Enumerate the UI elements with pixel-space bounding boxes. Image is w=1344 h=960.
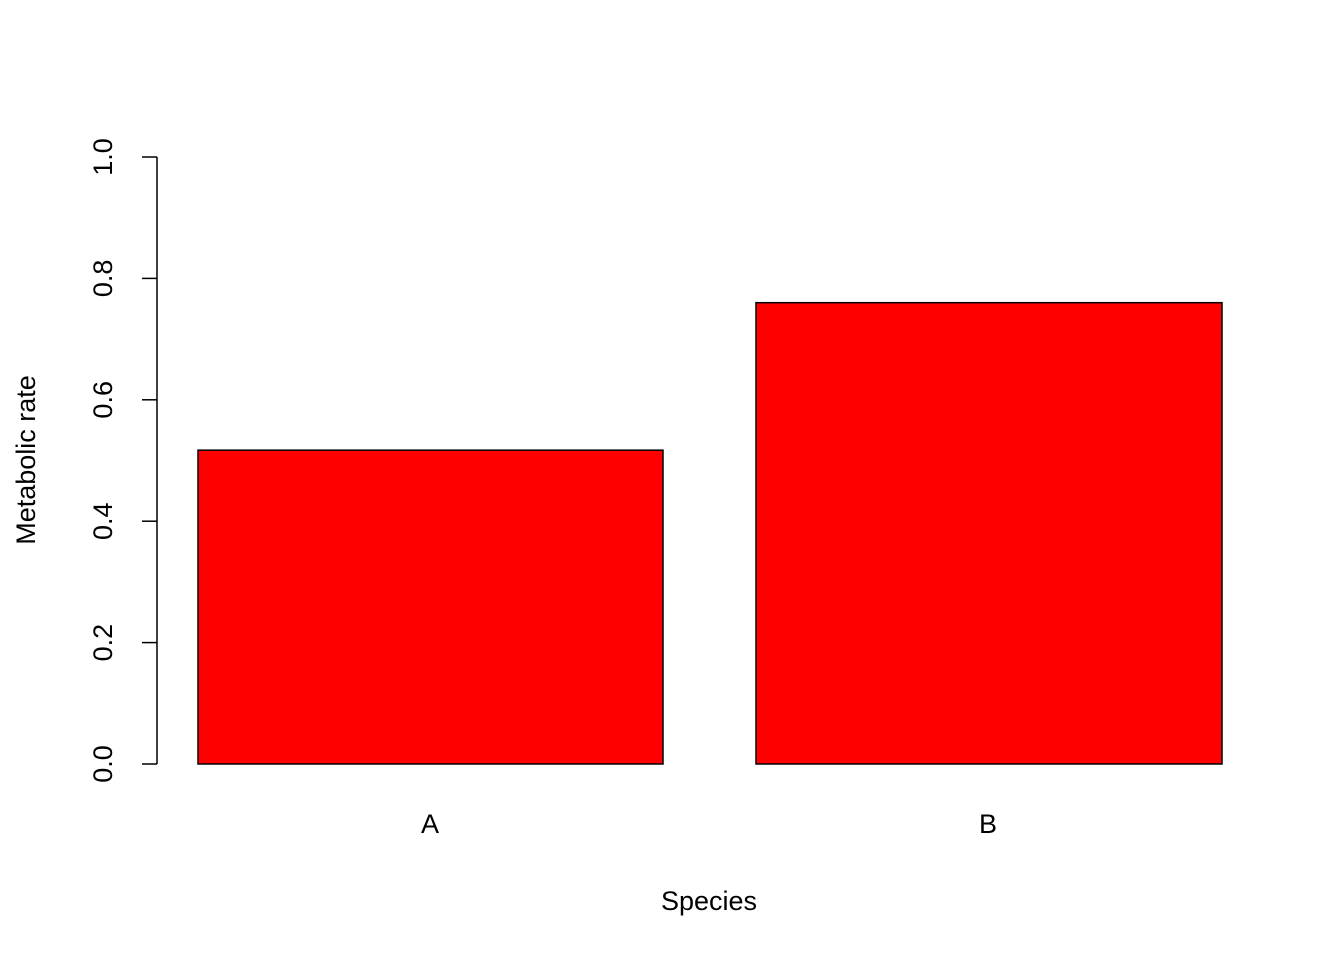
y-tick-label: 0.0 — [88, 745, 118, 783]
bars-group — [197, 301, 1223, 765]
x-axis-title: Species — [661, 886, 757, 916]
y-tick-label: 0.2 — [88, 624, 118, 662]
y-axis-title: Metabolic rate — [11, 375, 41, 545]
y-tick-label: 0.6 — [88, 381, 118, 419]
bar-a — [197, 449, 664, 765]
y-tick-label: 1.0 — [88, 138, 118, 176]
x-tick-label: B — [979, 809, 997, 839]
bar-b — [755, 301, 1223, 765]
y-tick-label: 0.8 — [88, 260, 118, 298]
y-tick-label: 0.4 — [88, 502, 118, 540]
x-tick-label: A — [421, 809, 439, 839]
y-axis: 0.0 0.2 0.4 0.6 0.8 1.0 — [88, 138, 158, 783]
